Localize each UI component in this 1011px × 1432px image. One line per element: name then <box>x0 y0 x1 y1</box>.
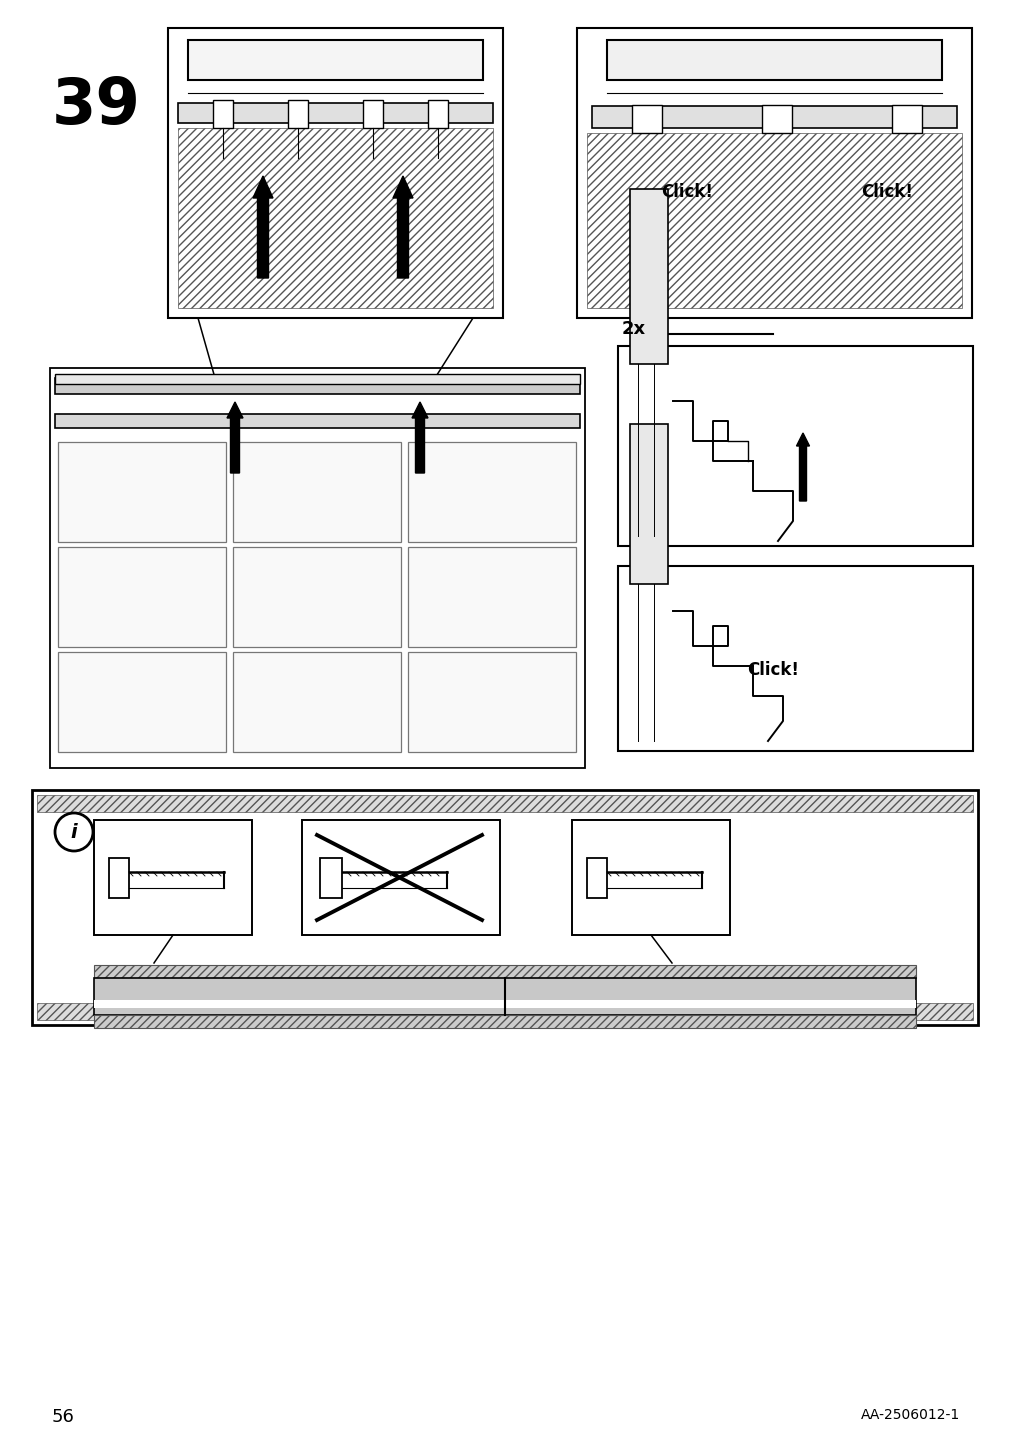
Polygon shape <box>94 1015 915 1028</box>
Bar <box>233 547 400 647</box>
Bar <box>94 978 915 1015</box>
FancyArrow shape <box>796 432 809 501</box>
Polygon shape <box>94 965 915 978</box>
Bar <box>428 100 448 127</box>
Bar <box>94 821 252 935</box>
Polygon shape <box>319 858 342 898</box>
Bar <box>761 105 792 133</box>
Polygon shape <box>586 133 961 308</box>
Text: i: i <box>71 822 77 842</box>
Bar <box>576 29 971 318</box>
Polygon shape <box>586 858 607 898</box>
Bar <box>212 100 233 127</box>
Bar <box>55 374 579 384</box>
Bar <box>50 368 584 768</box>
Bar <box>58 442 225 541</box>
FancyArrow shape <box>226 402 243 473</box>
Bar <box>571 821 729 935</box>
Bar <box>58 547 225 647</box>
Circle shape <box>55 813 93 851</box>
Bar <box>233 442 400 541</box>
Bar <box>301 821 499 935</box>
Bar <box>607 40 941 80</box>
Bar <box>363 100 382 127</box>
Polygon shape <box>37 795 972 812</box>
Bar <box>632 105 661 133</box>
Bar <box>168 29 502 318</box>
Bar <box>233 652 400 752</box>
Bar <box>55 414 579 428</box>
Text: Click!: Click! <box>746 662 799 679</box>
Text: Click!: Click! <box>860 183 912 200</box>
Text: Click!: Click! <box>660 183 713 200</box>
Bar <box>178 103 492 123</box>
Bar <box>630 189 667 364</box>
Polygon shape <box>109 858 128 898</box>
Bar <box>288 100 307 127</box>
Bar <box>94 1000 915 1008</box>
Bar <box>618 347 972 546</box>
Bar <box>32 790 977 1025</box>
Bar <box>630 424 667 584</box>
FancyArrow shape <box>253 176 273 278</box>
Text: AA-2506012-1: AA-2506012-1 <box>860 1408 959 1422</box>
Bar <box>407 442 575 541</box>
Bar <box>407 547 575 647</box>
FancyArrow shape <box>411 402 428 473</box>
Bar <box>58 652 225 752</box>
Bar <box>55 378 579 394</box>
Text: 39: 39 <box>52 74 141 137</box>
Polygon shape <box>37 1002 972 1020</box>
Bar <box>618 566 972 750</box>
Polygon shape <box>178 127 492 308</box>
Bar <box>407 652 575 752</box>
Bar <box>188 40 482 80</box>
Bar <box>591 106 956 127</box>
Bar <box>891 105 921 133</box>
FancyArrow shape <box>392 176 412 278</box>
Text: 2x: 2x <box>622 319 645 338</box>
Text: 56: 56 <box>52 1408 75 1426</box>
